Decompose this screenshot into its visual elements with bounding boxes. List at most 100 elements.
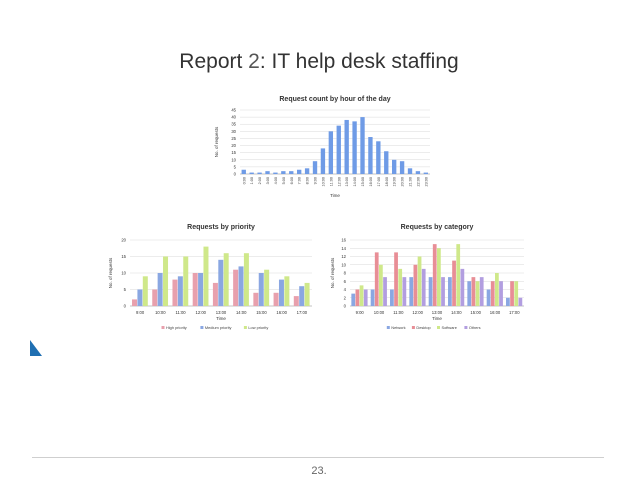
x-tick-label: 5:00: [282, 177, 286, 184]
bar-requests: [328, 131, 334, 174]
x-tick-label: 14:00: [236, 310, 247, 315]
bar-requests: [384, 151, 389, 174]
x-tick-label: 17:00: [509, 310, 520, 315]
x-tick-label: 22:00: [416, 177, 420, 187]
bar-others: [479, 277, 484, 306]
bar-high-priority: [152, 289, 158, 306]
bar-network: [409, 277, 414, 306]
bar-software: [379, 264, 383, 306]
y-axis-label: No. of requests: [108, 257, 113, 288]
x-tick-label: 11:00: [175, 310, 186, 315]
y-tick-label: 0: [344, 304, 347, 309]
bar-high-priority: [233, 269, 239, 306]
y-tick-label: 10: [341, 262, 346, 267]
x-tick-label: 17:00: [377, 177, 381, 187]
title-rest: : IT help desk staffing: [259, 50, 459, 73]
x-tick-label: 15:00: [361, 177, 365, 187]
legend-label: Others: [469, 325, 481, 330]
bar-software: [417, 256, 422, 306]
y-axis-label: No. of requests: [330, 257, 335, 288]
y-tick-label: 6: [344, 279, 347, 284]
y-tick-label: 5: [124, 287, 127, 292]
bar-requests: [376, 141, 381, 174]
bar-software: [398, 268, 403, 306]
bar-network: [428, 277, 433, 306]
x-axis-label: Time: [216, 316, 226, 321]
y-tick-label: 4: [344, 287, 347, 292]
bar-low-priority: [264, 269, 270, 306]
bar-high-priority: [273, 292, 279, 306]
bar-high-priority: [132, 299, 138, 306]
x-tick-label: 17:00: [297, 310, 308, 315]
x-tick-label: 0:00: [242, 177, 246, 184]
bar-software: [495, 273, 499, 306]
bar-medium-priority: [258, 273, 264, 306]
x-tick-label: 16:00: [369, 177, 373, 187]
bar-requests: [257, 172, 262, 174]
footer-divider: [32, 457, 604, 458]
bar-desktop: [490, 281, 495, 306]
bar-requests: [423, 172, 429, 174]
bar-requests: [415, 171, 421, 174]
bar-requests: [320, 148, 326, 174]
x-tick-label: 1:00: [250, 177, 254, 184]
x-axis-label: Time: [330, 193, 340, 198]
x-tick-label: 16:00: [276, 310, 287, 315]
bar-low-priority: [284, 276, 290, 306]
x-tick-label: 9:00: [136, 310, 145, 315]
y-tick-label: 2: [344, 295, 347, 300]
bar-software: [359, 285, 364, 306]
x-tick-label: 12:00: [196, 310, 207, 315]
bar-desktop: [374, 252, 379, 306]
bar-low-priority: [243, 253, 249, 306]
bar-requests: [297, 169, 302, 174]
x-tick-label: 8:00: [306, 177, 310, 184]
x-tick-label: 14:00: [451, 310, 462, 315]
x-tick-label: 16:00: [490, 310, 501, 315]
bar-low-priority: [142, 276, 148, 306]
bar-low-priority: [163, 256, 169, 306]
y-tick-label: 12: [341, 254, 346, 259]
bar-desktop: [471, 277, 476, 306]
title-prefix: Report: [179, 50, 249, 73]
x-tick-label: 13:00: [432, 310, 443, 315]
bar-medium-priority: [218, 259, 224, 306]
x-tick-label: 12:00: [337, 177, 341, 187]
bar-others: [518, 297, 523, 306]
bar-medium-priority: [137, 289, 143, 306]
x-tick-label: 15:00: [256, 310, 267, 315]
bar-high-priority: [253, 292, 259, 306]
category-chart: Requests by category 0 2 4 6 8 10 12 14 16 9:00 10:…: [330, 224, 524, 330]
bar-requests: [281, 171, 286, 174]
y-tick-label: 20: [121, 238, 126, 243]
y-axis-label: No. of requests: [214, 126, 219, 157]
y-tick-label: 15: [121, 254, 126, 259]
x-tick-label: 23:00: [424, 177, 428, 187]
bar-requests: [344, 119, 349, 174]
y-tick-label: 0: [124, 304, 127, 309]
y-tick-label: 15: [231, 150, 236, 155]
bar-network: [467, 281, 472, 306]
x-tick-label: 9:00: [356, 310, 365, 315]
x-tick-label: 9:00: [314, 177, 318, 184]
bar-software: [475, 281, 480, 306]
bar-medium-priority: [238, 266, 244, 306]
bar-requests: [399, 161, 405, 174]
bar-network: [448, 277, 452, 306]
bar-others: [363, 289, 368, 306]
bar-network: [506, 297, 510, 306]
bar-low-priority: [304, 282, 310, 306]
bar-low-priority: [223, 253, 229, 306]
bar-high-priority: [293, 296, 299, 306]
y-tick-label: 8: [344, 271, 347, 276]
y-tick-label: 10: [121, 271, 126, 276]
x-tick-label: 10:00: [374, 310, 385, 315]
x-tick-label: 20:00: [401, 177, 405, 187]
y-tick-label: 16: [341, 238, 346, 243]
chart-title: Request count by hour of the day: [279, 96, 390, 103]
y-tick-label: 5: [234, 164, 237, 169]
bar-high-priority: [192, 273, 198, 306]
y-tick-label: 0: [234, 172, 237, 177]
bar-requests: [273, 172, 278, 174]
x-tick-label: 10:00: [321, 177, 325, 187]
